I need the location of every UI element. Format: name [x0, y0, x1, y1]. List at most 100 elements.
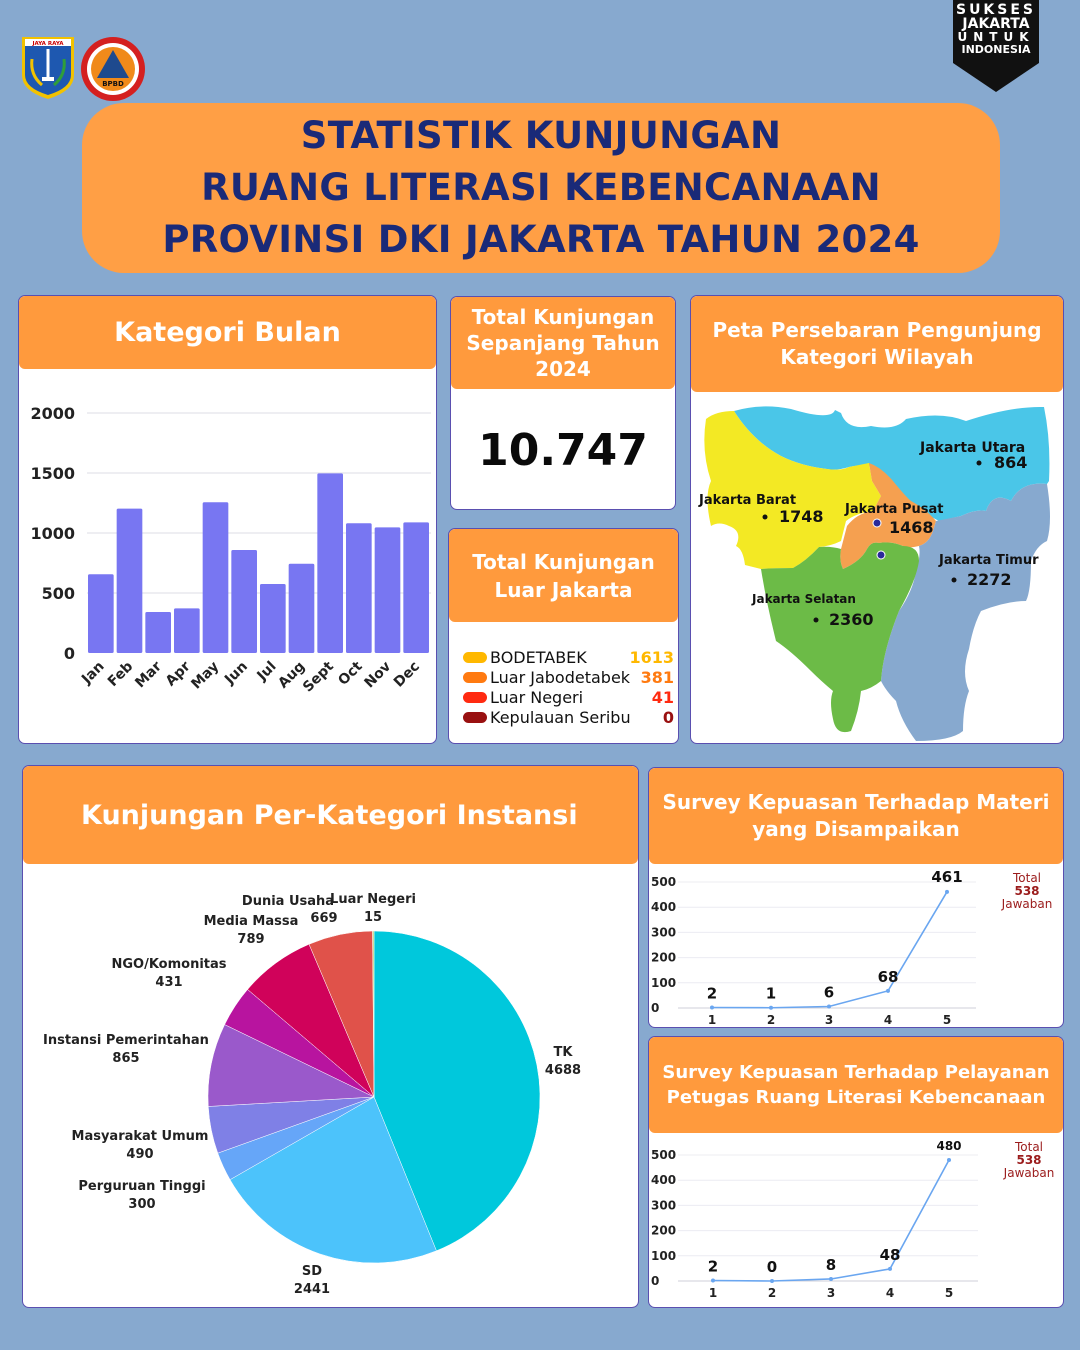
- survey-service-total-label: Total: [1014, 1140, 1044, 1154]
- bar-feb: [116, 508, 143, 653]
- map-label-pusat: Jakarta Pusat: [844, 502, 943, 517]
- data-label: 1: [766, 985, 776, 1003]
- title-line-1: STATISTIK KUNJUNGAN: [300, 114, 782, 157]
- bar-mar: [145, 611, 171, 653]
- outside-jakarta-card: Total Kunjungan Luar Jakarta BODETABEK 16…: [448, 528, 679, 744]
- map-label-barat: Jakarta Barat: [698, 493, 796, 508]
- legend-swatch: [463, 651, 487, 663]
- region-map-card: Peta Persebaran Pengunjung Kategori Wila…: [690, 295, 1064, 744]
- data-point: [770, 1279, 774, 1283]
- y-tick-label: 400: [651, 900, 676, 914]
- legend-swatch: [463, 711, 487, 723]
- badge-line-2: JAKARTA: [962, 16, 1030, 32]
- y-tick-label: 0: [651, 1274, 659, 1288]
- y-tick-label: 1000: [30, 524, 75, 543]
- data-point: [711, 1278, 715, 1283]
- legend-label: BODETABEK: [490, 647, 587, 667]
- data-label: 48: [880, 1246, 901, 1264]
- jakarta-map: Jakarta Utara 864 Jakarta Barat 1748 Jak…: [698, 406, 1050, 741]
- y-tick-label: 200: [651, 951, 676, 965]
- pie-value: 865: [112, 1051, 139, 1066]
- survey-service-card: Survey Kepuasan Terhadap Pelayanan Petug…: [648, 1036, 1064, 1308]
- data-point: [710, 1005, 714, 1010]
- monthly-chart-header: Kategori Bulan: [19, 296, 436, 369]
- survey-service-total-suffix: Jawaban: [1003, 1166, 1055, 1180]
- y-tick-label: 2000: [30, 404, 75, 423]
- map-value-barat: 1748: [779, 507, 824, 526]
- map-bullet: [813, 617, 819, 623]
- total-visits-value: 10.747: [478, 425, 648, 476]
- legend-value: 0: [662, 707, 674, 727]
- data-label: 0: [767, 1258, 777, 1276]
- x-tick-label: 1: [709, 1286, 717, 1300]
- map-value-pusat: 1468: [889, 518, 934, 537]
- y-tick-label: 1500: [30, 464, 75, 483]
- monthly-chart-card: Kategori Bulan 0 500 1000 1500 2000 Jan Feb Mar…: [18, 295, 437, 744]
- legend-value: 41: [651, 687, 674, 707]
- survey-service-header: Survey Kepuasan Terhadap Pelayanan Petug…: [649, 1037, 1063, 1133]
- x-tick-label: 3: [827, 1286, 835, 1300]
- sukses-jakarta-badge: SUKSES JAKARTA UNTUK INDONESIA: [953, 0, 1039, 92]
- survey-material-header: Survey Kepuasan Terhadap Materi yang Dis…: [649, 768, 1063, 864]
- legend-value: 381: [640, 667, 674, 687]
- x-tick-label: Jan: [78, 659, 107, 688]
- pie-value: 669: [310, 911, 337, 926]
- pie-value: 300: [128, 1197, 155, 1212]
- institution-pie-title: Kunjungan Per-Kategori Instansi: [81, 799, 578, 831]
- jaya-raya-text: JAYA RAYA: [31, 41, 64, 47]
- data-point: [829, 1276, 833, 1281]
- pie-value: 431: [155, 975, 182, 990]
- y-tick-label: 300: [651, 1198, 676, 1212]
- data-label: 68: [878, 968, 899, 986]
- institution-pie-header: Kunjungan Per-Kategori Instansi: [23, 766, 638, 864]
- pie-label: SD: [302, 1264, 322, 1279]
- x-tick-label: Oct: [335, 658, 366, 689]
- data-point: [769, 1005, 773, 1010]
- y-tick-label: 400: [651, 1173, 676, 1187]
- x-tick-label: Apr: [163, 658, 194, 689]
- pie-label: Masyarakat Umum: [72, 1129, 209, 1144]
- pie-label: Dunia Usaha: [242, 894, 334, 909]
- map-region-barat: [704, 411, 881, 569]
- pie-label: Luar Negeri: [330, 892, 416, 907]
- map-label-utara: Jakarta Utara: [919, 440, 1025, 456]
- x-tick-label: 4: [886, 1286, 894, 1300]
- x-tick-label: May: [188, 659, 222, 693]
- bpbd-text: BPBD: [102, 80, 124, 88]
- bar-jul: [260, 584, 286, 653]
- bar-jan: [88, 574, 114, 653]
- map-region-timur: [881, 483, 1050, 741]
- data-point: [947, 1158, 951, 1163]
- x-tick-label: 1: [708, 1013, 716, 1027]
- survey-service-total: Total 538 Jawaban: [989, 1140, 1063, 1180]
- data-label: 2: [707, 984, 717, 1002]
- survey-material-card: Survey Kepuasan Terhadap Materi yang Dis…: [648, 767, 1064, 1028]
- pie-slice: [372, 930, 375, 1098]
- pie-label: Instansi Pemerintahan: [43, 1033, 209, 1048]
- bar-sept: [317, 473, 343, 653]
- data-label: 6: [824, 983, 834, 1001]
- y-tick-label: 500: [651, 875, 676, 889]
- pie-value: 15: [364, 910, 382, 925]
- x-tick-label: Sept: [300, 658, 337, 695]
- survey-service-title: Survey Kepuasan Terhadap Pelayanan Petug…: [662, 1062, 1050, 1108]
- data-point: [827, 1004, 831, 1009]
- pie-value: 490: [126, 1147, 153, 1162]
- institution-pie-card: Kunjungan Per-Kategori Instansi TK 4688 SD…: [22, 765, 639, 1308]
- bpbd-logo: BPBD: [80, 36, 146, 102]
- legend-label: Luar Jabodetabek: [490, 667, 631, 687]
- x-tick-label: Jun: [221, 659, 251, 689]
- y-tick-label: 500: [651, 1148, 676, 1162]
- bar-may: [202, 502, 229, 653]
- pie-value: 789: [237, 932, 264, 947]
- bar-oct: [346, 523, 372, 653]
- region-map-header: Peta Persebaran Pengunjung Kategori Wila…: [691, 296, 1063, 392]
- survey-material-total: Total 538 Jawaban: [987, 872, 1063, 911]
- legend-swatch: [463, 671, 487, 683]
- survey-material-total-suffix: Jawaban: [1001, 897, 1053, 911]
- badge-line-3: UNTUK: [957, 30, 1035, 44]
- map-region-utara: [734, 406, 1050, 521]
- x-tick-label: 4: [884, 1013, 892, 1027]
- survey-material-line-chart: 0 100 200 300 400 500 2 1 1 2 6 3 68 4 461 5: [651, 868, 976, 1027]
- pie-value: 4688: [545, 1063, 581, 1078]
